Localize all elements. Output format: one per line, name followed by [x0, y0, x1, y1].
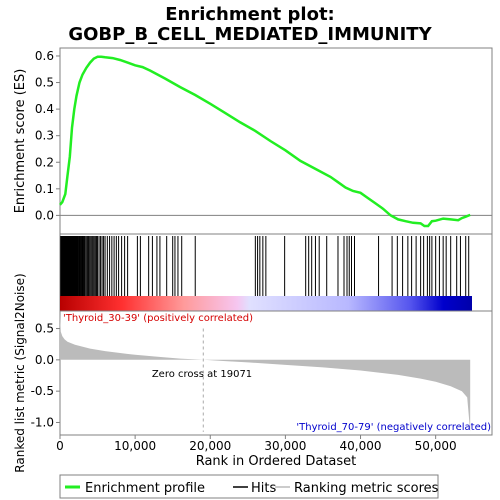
- negative-correlation-label: 'Thyroid_70-79' (negatively correlated): [296, 422, 491, 433]
- chart-title-line2: GOBP_B_CELL_MEDIATED_IMMUNITY: [68, 24, 432, 45]
- chart-title-line1: Enrichment plot:: [165, 4, 335, 25]
- metric-xtick-label: 40,000: [340, 439, 382, 453]
- ranking-heatmap-bar: [60, 296, 472, 311]
- legend: Enrichment profile Hits Ranking metric s…: [59, 474, 439, 499]
- es-ytick-label: 0.5: [35, 76, 54, 90]
- es-panel-frame: [59, 47, 493, 235]
- legend-ranking-label: Ranking metric scores: [294, 481, 439, 496]
- metric-panel: 0.5 0.0 -0.5 -1.0 0 10,000 20,000 30,000 40,000…: [13, 273, 493, 473]
- legend-frame: [59, 474, 439, 499]
- legend-hits-label: Hits: [251, 481, 276, 496]
- es-ytick-label: 0.3: [35, 129, 54, 143]
- metric-xtick-label: 0: [56, 439, 64, 453]
- enrichment-profile-line: [59, 55, 471, 228]
- es-ytick-label: 0.4: [35, 102, 54, 116]
- metric-x-axis-label: Rank in Ordered Dataset: [196, 454, 357, 469]
- es-yticks: 0.0 0.1 0.2 0.3 0.4 0.5 0.6: [35, 49, 60, 222]
- metric-y-axis-label: Ranked list metric (Signal2Noise): [13, 273, 27, 472]
- legend-enrichment-label: Enrichment profile: [85, 481, 205, 496]
- es-ytick-label: 0.1: [35, 182, 54, 196]
- metric-xtick-label: 30,000: [264, 439, 306, 453]
- hits-lines: [60, 236, 470, 296]
- metric-xticks: 0 10,000 20,000 30,000 40,000 50,000: [56, 435, 457, 453]
- metric-xtick-label: 10,000: [114, 439, 156, 453]
- metric-ytick-label: -0.5: [31, 384, 54, 398]
- metric-xtick-label: 20,000: [189, 439, 231, 453]
- metric-xtick-label: 50,000: [415, 439, 457, 453]
- es-panel: 0.0 0.1 0.2 0.3 0.4 0.5 0.6 Enrichment score (…: [13, 47, 493, 235]
- metric-ytick-label: 0.0: [35, 353, 54, 367]
- metric-yticks: 0.5 0.0 -0.5 -1.0: [31, 322, 60, 429]
- hits-panel: [59, 233, 493, 312]
- es-ytick-label: 0.2: [35, 155, 54, 169]
- es-ytick-label: 0.0: [35, 208, 54, 222]
- metric-ytick-label: 0.5: [35, 322, 54, 336]
- es-ytick-label: 0.6: [35, 49, 54, 63]
- metric-ytick-label: -1.0: [31, 415, 54, 429]
- ranking-metric-area: [60, 314, 471, 432]
- es-y-axis-label: Enrichment score (ES): [13, 69, 28, 214]
- positive-correlation-label: 'Thyroid_30-39' (positively correlated): [63, 313, 253, 324]
- zero-cross-label: Zero cross at 19071: [152, 369, 252, 380]
